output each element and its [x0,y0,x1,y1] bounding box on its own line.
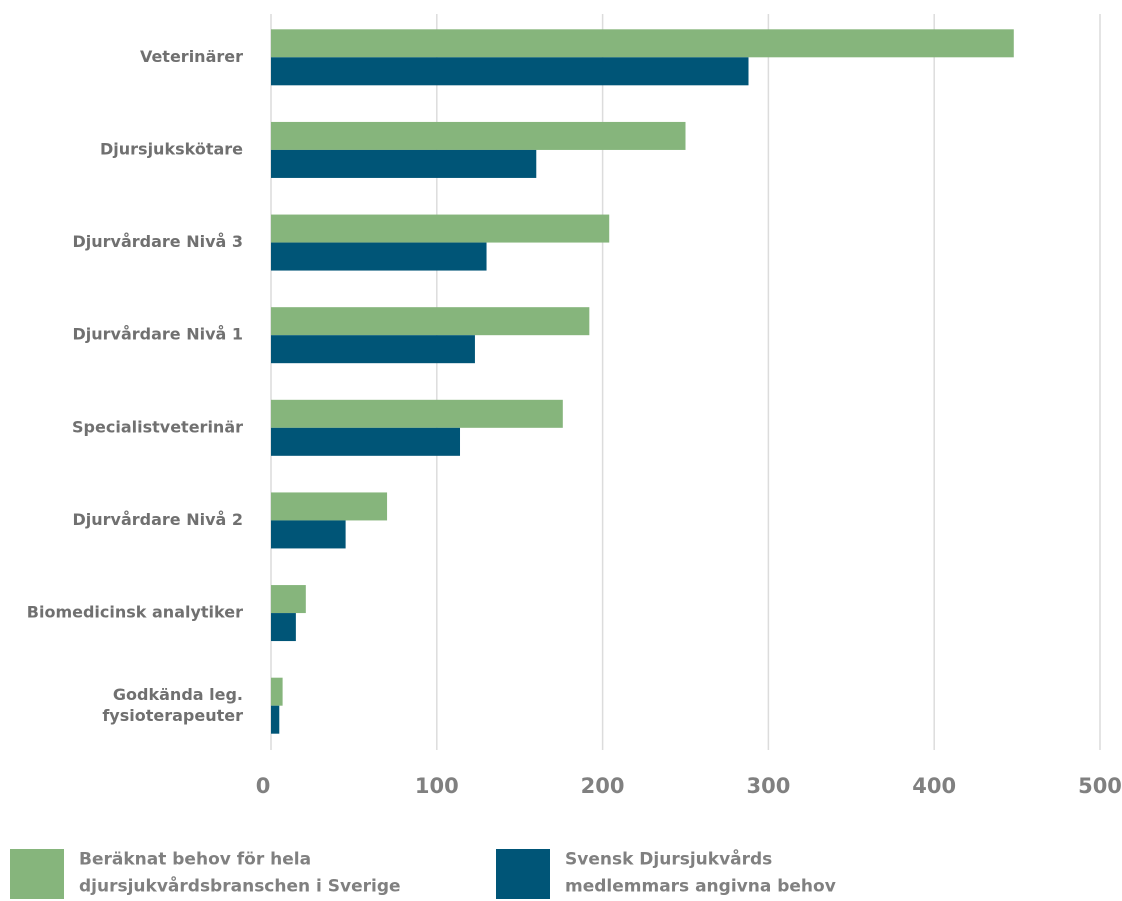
bar [271,121,686,150]
y-tick-label: Djurvårdare Nivå 2 [72,510,243,529]
legend-label: Svensk Djursjukvårds medlemmars angivna b… [565,848,836,897]
bar [271,427,461,456]
y-tick-label: Godkända leg. fysioterapeuter [102,685,243,725]
y-tick-label: Specialistveterinär [72,417,243,436]
bar [271,677,283,706]
x-tick-label: 300 [746,774,790,798]
y-tick-label: Biomedicinsk analytiker [27,603,243,622]
bar [271,149,537,178]
bar [271,214,610,243]
bar [271,242,487,271]
bar [271,29,1014,58]
bar [271,585,306,614]
legend-label: Beräknat behov för hela djursjukvårdsbran… [79,850,401,897]
y-tick-label: Djurvårdare Nivå 3 [72,232,243,251]
y-tick-label: Djurvårdare Nivå 1 [72,325,243,344]
bar [271,705,280,734]
bar [271,307,590,336]
legend-swatch [10,849,64,899]
y-tick-label: Veterinärer [140,47,243,66]
x-tick-label: 200 [581,774,625,798]
bar [271,520,346,549]
legend-swatch [496,849,550,899]
x-tick-label: 400 [912,774,956,798]
y-tick-label: Djursjukskötare [100,139,243,158]
bar [271,492,388,521]
x-tick-label: 0 [256,774,271,798]
bar [271,57,749,86]
x-tick-label: 500 [1078,774,1122,798]
bar [271,613,296,642]
bar [271,399,563,428]
bar [271,335,475,364]
x-tick-label: 100 [415,774,459,798]
